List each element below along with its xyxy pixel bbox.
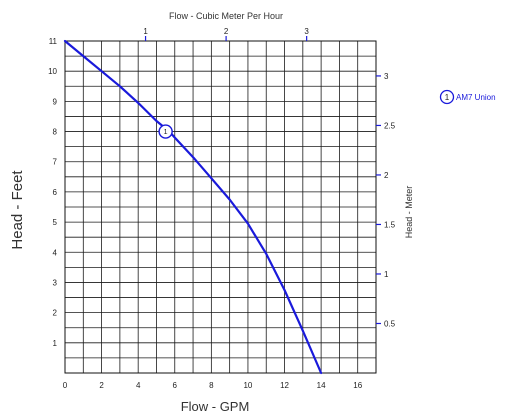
x-tick-label: 12 [280, 381, 289, 390]
x-tick-label: 6 [173, 381, 178, 390]
y-tick-label: 5 [53, 218, 58, 227]
y-tick-label: 1 [53, 339, 58, 348]
series-layer: 1 [63, 39, 323, 375]
curve-marker [158, 124, 173, 139]
x-axis-title: Flow - GPM [181, 399, 250, 414]
x-tick-label: 14 [317, 381, 326, 390]
y2-tick-label: 1.5 [384, 220, 396, 229]
x2-tick-label: 1 [143, 27, 148, 36]
y-tick-label: 9 [53, 97, 58, 106]
x2-tick-label: 3 [304, 27, 309, 36]
legend-marker-label: 1 [445, 93, 450, 102]
x-tick-label: 16 [353, 381, 362, 390]
grid-layer [65, 41, 376, 373]
legend-marker [439, 89, 455, 105]
y-tick-label: 3 [53, 278, 58, 287]
origin-label: 0 [63, 381, 68, 390]
y2-tick-label: 0.5 [384, 319, 396, 328]
y2-tick-label: 2.5 [384, 121, 396, 130]
y-tick-label: 4 [53, 248, 58, 257]
y-tick-label: 10 [48, 67, 57, 76]
curve-marker-label: 1 [164, 129, 168, 136]
x2-tick-label: 2 [224, 27, 229, 36]
y2-axis-title: Head - Meter [404, 186, 414, 239]
y-axis-title: Head - Feet [9, 170, 26, 250]
y-tick-label: 2 [53, 309, 58, 318]
x-tick-label: 10 [243, 381, 252, 390]
y-tick-label: 6 [53, 188, 58, 197]
y2-tick-label: 1 [384, 270, 389, 279]
plot-frame [64, 40, 377, 374]
y2-tick-label: 2 [384, 171, 389, 180]
y-tick-label: 11 [49, 37, 58, 46]
x-tick-label: 2 [99, 381, 104, 390]
y2-tick-label: 3 [384, 72, 389, 81]
x2-axis-title: Flow - Cubic Meter Per Hour [169, 11, 283, 21]
x-tick-label: 8 [209, 381, 214, 390]
legend-entry-label: AM7 Union [456, 93, 496, 102]
x-tick-label: 4 [136, 381, 141, 390]
series-line-am7-union [63, 39, 323, 375]
y-tick-label: 7 [53, 158, 58, 167]
legend: 1 AM7 Union [439, 89, 496, 105]
y-tick-label: 8 [53, 128, 58, 137]
